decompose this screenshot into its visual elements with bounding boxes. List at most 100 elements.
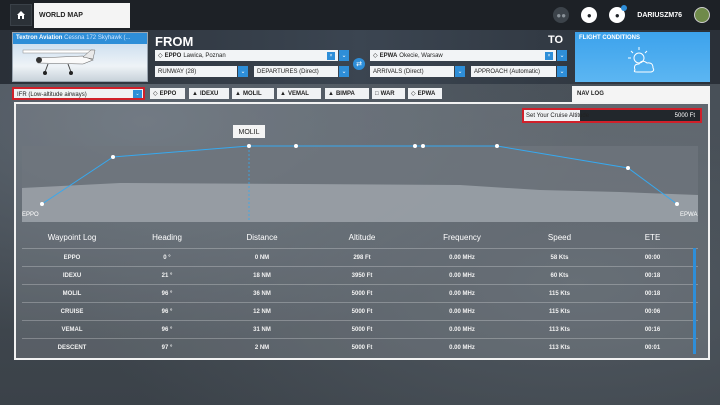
table-cell: EPPO: [63, 254, 81, 261]
waypoint-point[interactable]: [111, 155, 115, 159]
table-cell: CRUISE: [60, 308, 84, 315]
table-header: Waypoint Log Heading Distance Altitude F…: [22, 226, 698, 248]
column-header: Distance: [246, 232, 278, 242]
waypoint-chip-label: IDEXU: [199, 90, 219, 97]
table-cell: 58 Kts: [550, 254, 569, 261]
table-cell: 18 NM: [253, 272, 271, 279]
waypoint-icon: □: [375, 90, 379, 97]
chevron-down-icon: ⌄: [133, 90, 142, 98]
table-cell: 5000 Ft: [351, 308, 373, 315]
airport-diamond-icon: ◇: [373, 53, 378, 59]
to-name: Okecie, Warsaw: [399, 52, 443, 59]
arrivals-dropdown[interactable]: ⌄: [455, 66, 465, 77]
table-cell: 12 NM: [253, 308, 271, 315]
waypoint-chip-label: MOLIL: [242, 90, 262, 97]
waypoint-chip-epwa[interactable]: ◇ EPWA: [408, 88, 442, 99]
flight-rule-select[interactable]: IFR (Low-altitude airways) ⌄: [12, 87, 145, 100]
waypoint-point[interactable]: [294, 144, 298, 148]
table-cell: 97 °: [161, 344, 173, 351]
table-cell: 5000 Ft: [351, 326, 373, 333]
sun-cloud-icon: [628, 47, 655, 73]
waypoint-chip-vemal[interactable]: ▲ VEMAL: [277, 88, 321, 99]
waypoint-point[interactable]: [247, 144, 251, 148]
waypoint-point[interactable]: [40, 202, 44, 206]
destination-label: EPWA: [680, 212, 697, 218]
tab-nav-log[interactable]: NAV LOG: [572, 86, 710, 102]
avatar[interactable]: [694, 7, 710, 23]
waypoint-icon: ▲: [192, 90, 198, 97]
waypoint-chip-war[interactable]: □ WAR: [372, 88, 405, 99]
approach-dropdown[interactable]: ⌄: [557, 66, 567, 77]
from-code: EPPO: [164, 52, 182, 59]
cruise-altitude-control[interactable]: Set Your Cruise Altitude 5000 Ft: [522, 108, 702, 123]
selected-waypoint-tag: [233, 125, 265, 138]
column-header: Altitude: [348, 232, 376, 242]
table-cell: 36 NM: [253, 290, 271, 297]
waypoint-point[interactable]: [495, 144, 499, 148]
table-row[interactable]: DESCENT 97 ° 2 NM 5000 Ft 0.00 MHz 113 Kts 00:…: [22, 338, 698, 356]
waypoint-point[interactable]: [626, 166, 630, 170]
departure-dropdown[interactable]: ⌄: [339, 50, 349, 61]
altitude-profile[interactable]: MOLIL EPPO EPWA: [0, 0, 720, 230]
departures-dropdown[interactable]: ⌄: [339, 66, 349, 77]
waypoint-log-table: Waypoint Log Heading Distance Altitude F…: [22, 226, 698, 356]
selected-waypoint-label: MOLIL: [238, 129, 259, 136]
column-header: ETE: [644, 232, 661, 242]
departures-select[interactable]: DEPARTURES (Direct): [254, 66, 338, 77]
departure-airport-field[interactable]: ◇ EPPO Lawica, Poznan ×: [155, 50, 338, 61]
aircraft-card[interactable]: Textron Aviation Cessna 172 Skyhawk (...: [12, 32, 148, 82]
table-cell: 0.00 MHz: [449, 254, 475, 261]
table-scrollbar[interactable]: [693, 248, 696, 354]
home-icon: [17, 11, 25, 19]
table-cell: 00:00: [644, 254, 661, 261]
waypoint-chip-idexu[interactable]: ▲ IDEXU: [189, 88, 229, 99]
tab-world-map[interactable]: WORLD MAP: [34, 3, 130, 28]
waypoint-point[interactable]: [675, 202, 679, 206]
clear-icon[interactable]: ×: [327, 51, 335, 60]
arrivals-select[interactable]: ARRIVALS (Direct): [370, 66, 454, 77]
table-row[interactable]: EPPO 0 ° 0 NM 298 Ft 0.00 MHz 58 Kts 00:00: [22, 248, 698, 266]
table-cell: 0.00 MHz: [449, 308, 475, 315]
runway-select[interactable]: RUNWAY (28): [155, 66, 237, 77]
airport-diamond-icon: ◇: [158, 53, 163, 59]
table-row[interactable]: IDEXU 21 ° 18 NM 3950 Ft 0.00 MHz 60 Kts 00:18: [22, 266, 698, 284]
swap-route-button[interactable]: ⇄: [353, 58, 365, 70]
table-cell: 00:16: [644, 326, 661, 333]
from-name: Lawica, Poznan: [183, 52, 226, 59]
arrival-airport-field[interactable]: ◇ EPWA Okecie, Warsaw ×: [370, 50, 556, 61]
friends-icon[interactable]: ●●: [553, 7, 570, 23]
table-cell: 0.00 MHz: [449, 272, 475, 279]
waypoint-icon: ▲: [328, 90, 334, 97]
notifications-icon[interactable]: ●: [609, 5, 628, 23]
table-cell: 0 NM: [254, 254, 270, 261]
approach-select[interactable]: APPROACH (Automatic): [471, 66, 556, 77]
table-row[interactable]: CRUISE 96 ° 12 NM 5000 Ft 0.00 MHz 115 Kts 00:…: [22, 302, 698, 320]
column-header: Frequency: [443, 232, 481, 242]
waypoint-point[interactable]: [413, 144, 417, 148]
table-cell: 00:18: [644, 290, 661, 297]
table-cell: IDEXU: [62, 272, 82, 279]
clear-icon[interactable]: ×: [545, 51, 553, 60]
waypoint-chip-eppo[interactable]: ◇ EPPO: [150, 88, 185, 99]
waypoint-chip-bimpa[interactable]: ▲ BIMPA: [325, 88, 369, 99]
table-cell: 00:01: [644, 344, 661, 351]
table-cell: 00:06: [644, 308, 661, 315]
origin-label: EPPO: [22, 212, 39, 218]
table-cell: 0.00 MHz: [449, 290, 475, 297]
waypoint-point[interactable]: [421, 144, 425, 148]
profile-icon[interactable]: ●: [581, 7, 598, 23]
table-cell: 113 Kts: [548, 326, 570, 333]
home-button[interactable]: [10, 4, 32, 26]
runway-dropdown[interactable]: ⌄: [238, 66, 248, 77]
table-row[interactable]: VEMAL 96 ° 31 NM 5000 Ft 0.00 MHz 113 Kts 00:1…: [22, 320, 698, 338]
waypoint-chip-label: VEMAL: [287, 90, 309, 97]
to-code: EPWA: [379, 52, 398, 59]
table-row[interactable]: MOLIL 96 ° 36 NM 5000 Ft 0.00 MHz 115 Kts 00:1…: [22, 284, 698, 302]
cruise-altitude-label: Set Your Cruise Altitude: [524, 110, 589, 121]
user-name[interactable]: DARIUSZM76: [637, 11, 682, 19]
waypoint-chip-label: BIMPA: [335, 90, 355, 97]
flight-conditions-card[interactable]: FLIGHT CONDITIONS: [575, 32, 710, 82]
arrival-dropdown[interactable]: ⌄: [557, 50, 567, 61]
cruise-altitude-value[interactable]: 5000 Ft: [674, 112, 695, 119]
waypoint-chip-molil[interactable]: ▲ MOLIL: [232, 88, 274, 99]
